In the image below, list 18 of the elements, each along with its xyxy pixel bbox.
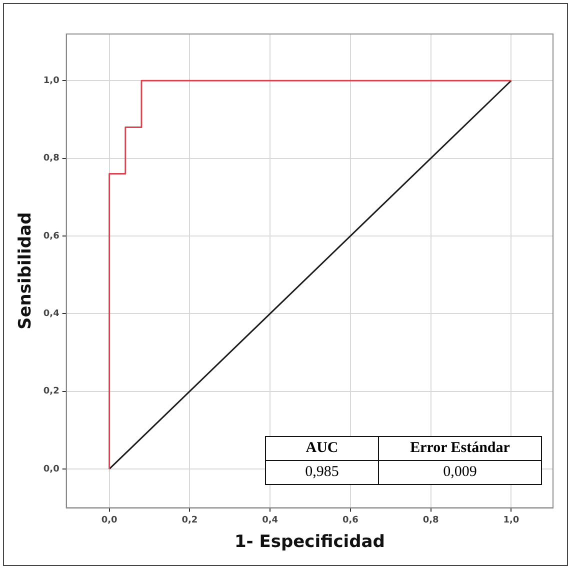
y-tick-label: 1,0 (43, 76, 60, 86)
annotation: Error Estándar (378, 436, 542, 460)
x-tick-label: 0,0 (101, 516, 118, 526)
y-tick-label: 0,6 (43, 231, 60, 242)
annotation: 0,009 (378, 460, 542, 484)
annotation: AUC (266, 436, 378, 460)
x-tick-label: 0,4 (262, 516, 278, 526)
x-tick-label: 0,2 (182, 516, 198, 526)
y-tick-label: 0,2 (43, 386, 60, 397)
annotation: 0,985 (266, 460, 378, 484)
y-tick-label: 0,0 (43, 464, 60, 474)
x-axis-title: 1- Especificidad (234, 532, 385, 552)
x-tick-label: 1,0 (503, 516, 520, 526)
x-tick-label: 0,8 (422, 516, 439, 526)
y-axis-title: Sensibilidad (16, 212, 36, 330)
y-tick-label: 0,8 (43, 154, 60, 164)
y-tick-label: 0,4 (43, 308, 60, 319)
x-tick-label: 0,6 (342, 516, 358, 526)
